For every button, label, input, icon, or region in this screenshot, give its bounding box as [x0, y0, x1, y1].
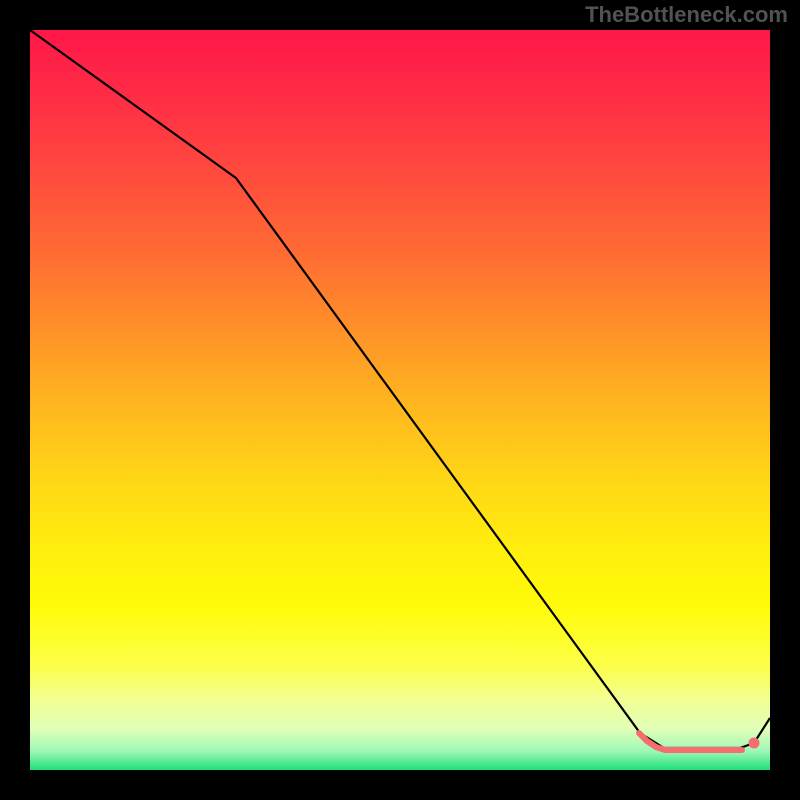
- watermark-text: TheBottleneck.com: [585, 2, 788, 28]
- chart-overlay: [0, 0, 800, 800]
- main-line: [30, 30, 770, 748]
- marker-dot: [749, 738, 760, 749]
- chart-frame: TheBottleneck.com: [0, 0, 800, 800]
